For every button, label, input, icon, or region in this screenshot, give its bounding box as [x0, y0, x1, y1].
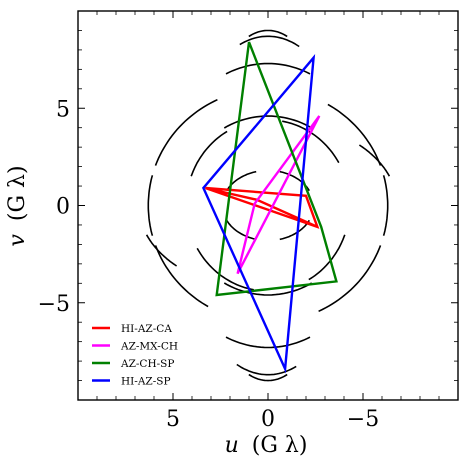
- uv-track-arc-18: [248, 29, 288, 38]
- legend-label-az-mx-ch: AZ-MX-CH: [120, 340, 178, 352]
- uv-track-arc-11: [147, 175, 154, 236]
- x-tick-label-1: 0: [261, 407, 275, 432]
- legend-label-hi-az-sp: HI-AZ-SP: [121, 375, 171, 387]
- uv-track-arc-22: [358, 144, 391, 177]
- legend: HI-AZ-CA AZ-MX-CH AZ-CH-SP HI-AZ-SP: [92, 323, 178, 387]
- y-tick-label-0: −5: [38, 292, 70, 317]
- y-tick-label-1: 0: [56, 195, 70, 220]
- uv-track-arc-17: [236, 363, 297, 376]
- uv-track-arc-7: [308, 234, 346, 281]
- series-az-ch-sp-line: [215, 41, 338, 297]
- x-axis-variable: u: [225, 433, 239, 458]
- uv-track-arc-6: [190, 130, 228, 177]
- uv-track-arc-16: [239, 35, 300, 48]
- x-tick-label-2: −5: [347, 407, 379, 432]
- uv-track-arc-23: [145, 234, 178, 267]
- y-tick-label-2: 5: [56, 97, 70, 122]
- uv-track-arc-21: [223, 282, 313, 296]
- legend-label-az-ch-sp: AZ-CH-SP: [120, 358, 174, 370]
- y-axis-label: v (G λ): [5, 165, 30, 246]
- y-axis-unit: (G λ): [5, 165, 30, 221]
- series-az-mx-ch-line: [236, 115, 321, 275]
- uv-track-arc-19: [248, 373, 288, 382]
- uv-track-arc-12: [318, 245, 382, 313]
- uv-track-arc-14: [225, 62, 311, 75]
- x-axis-unit: (G λ): [252, 433, 308, 458]
- uv-track-arc-4: [282, 120, 340, 164]
- series-hi-az-ca-line: [204, 186, 320, 229]
- series-hi-az-sp-line: [201, 54, 316, 374]
- y-axis-variable: v: [5, 234, 30, 247]
- uv-track-arc-13: [154, 98, 218, 166]
- uv-track-arc-1: [226, 219, 257, 241]
- uv-track-arc-10: [382, 175, 389, 236]
- tick-labels-layer: 5 0 −5 −5 0 5: [38, 97, 380, 432]
- uv-track-arc-9: [154, 245, 209, 308]
- uv-track-arc-5: [196, 247, 254, 291]
- uv-track-arc-8: [327, 103, 382, 166]
- uv-tracks-layer: [145, 29, 391, 382]
- baseline-series-layer: [201, 41, 338, 374]
- legend-label-hi-az-ca: HI-AZ-CA: [121, 323, 172, 335]
- ticks-layer: [78, 11, 458, 400]
- x-tick-label-0: 5: [166, 407, 180, 432]
- x-axis-label: u (G λ): [225, 433, 308, 458]
- uv-track-arc-15: [225, 336, 311, 349]
